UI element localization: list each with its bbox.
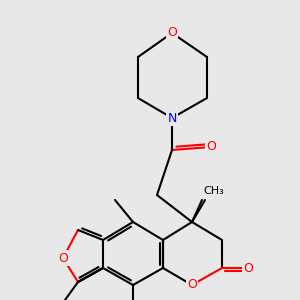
Text: N: N bbox=[167, 112, 177, 124]
Text: O: O bbox=[167, 26, 177, 40]
Text: O: O bbox=[58, 251, 68, 265]
Text: O: O bbox=[243, 262, 253, 275]
Text: O: O bbox=[187, 278, 197, 292]
Text: CH₃: CH₃ bbox=[203, 186, 224, 197]
Text: O: O bbox=[206, 140, 216, 154]
